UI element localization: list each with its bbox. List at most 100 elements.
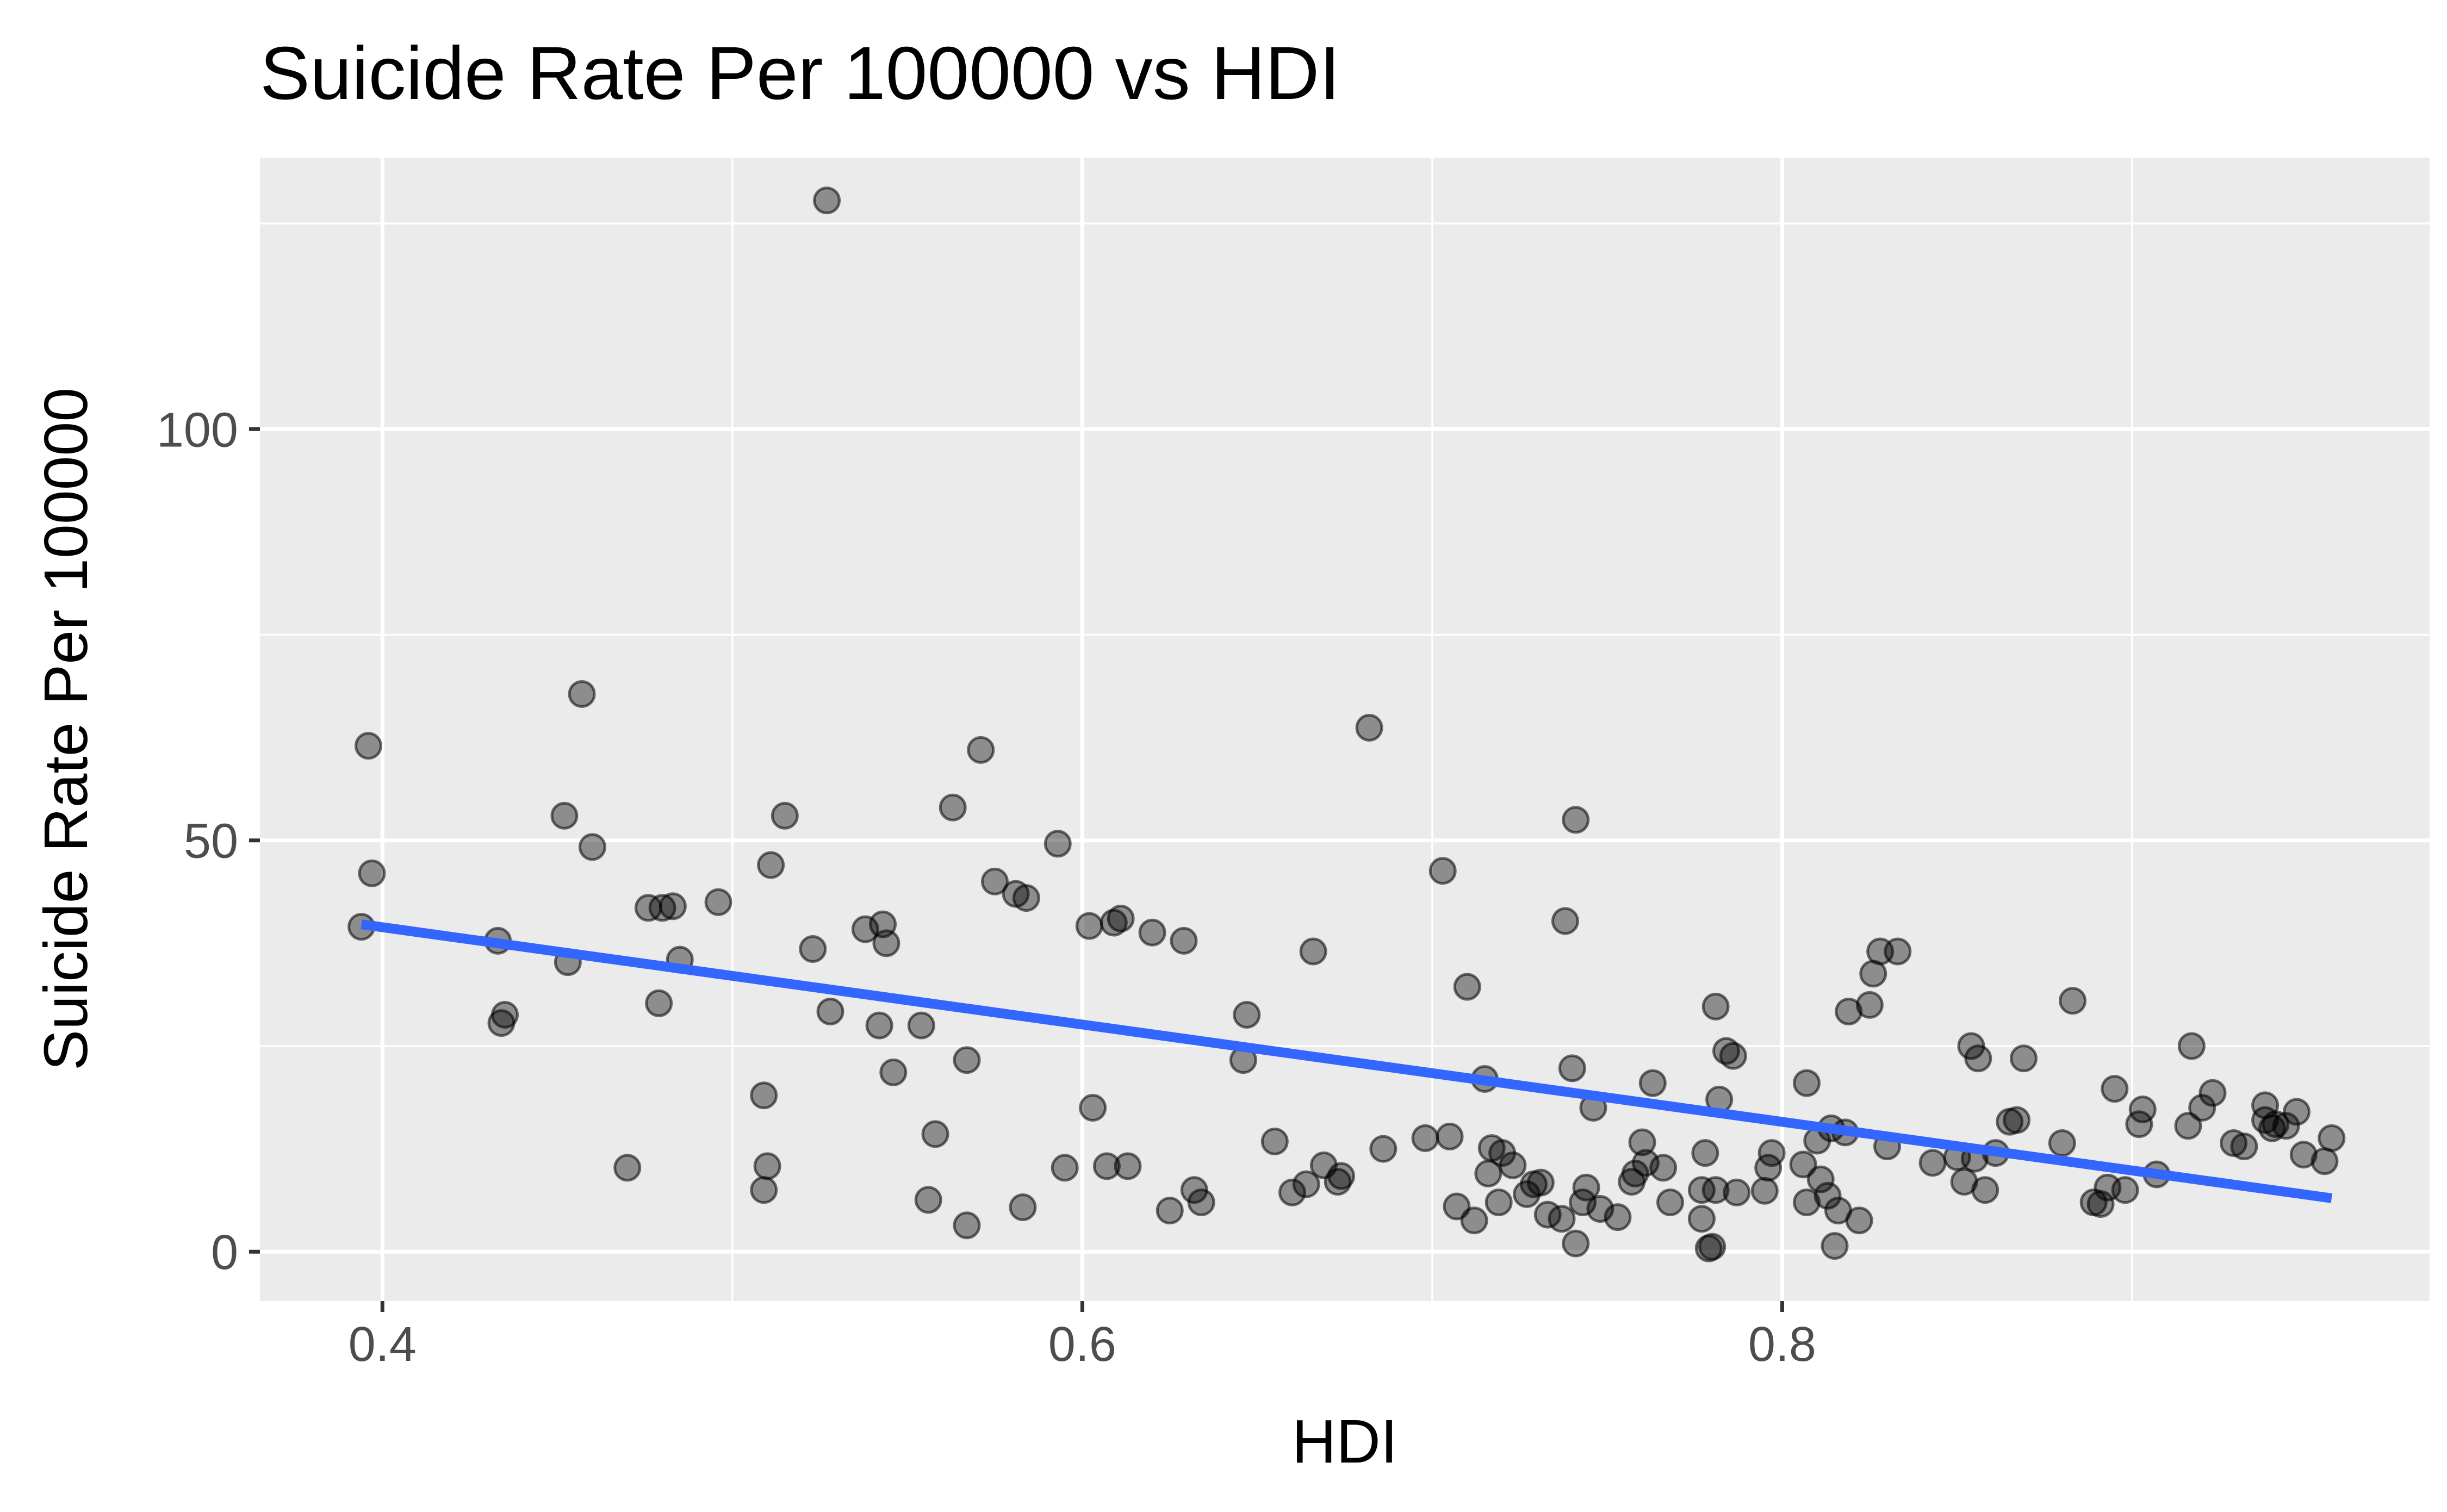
data-point: [2282, 1098, 2311, 1126]
data-point: [1562, 1229, 1590, 1258]
data-point: [1075, 912, 1103, 940]
data-point: [1355, 713, 1383, 742]
data-point: [1719, 1042, 1747, 1070]
data-point: [2111, 1176, 2139, 1204]
data-point: [1051, 1154, 1079, 1182]
data-point: [967, 736, 995, 764]
data-point: [1792, 1069, 1821, 1097]
data-point: [1436, 1122, 1464, 1150]
data-point: [2174, 1112, 2202, 1140]
data-point: [1792, 1188, 1821, 1216]
data-point: [2230, 1133, 2258, 1161]
data-point: [2009, 1044, 2038, 1073]
data-point: [659, 892, 687, 920]
data-point: [1604, 1203, 1632, 1231]
data-point: [1750, 1177, 1779, 1205]
data-point: [750, 1176, 778, 1204]
data-point: [1701, 992, 1730, 1021]
chart-title: Suicide Rate Per 100000 vs HDI: [260, 32, 1340, 115]
data-point: [1698, 1233, 1726, 1261]
data-point: [648, 894, 676, 922]
x-tick-label: 0.8: [1748, 1317, 1816, 1372]
data-point: [2289, 1141, 2318, 1169]
data-point: [2220, 1129, 2248, 1158]
data-point: [2262, 1110, 2290, 1138]
data-point: [1971, 1176, 1999, 1204]
x-tick-label: 0.4: [349, 1317, 417, 1372]
data-point: [550, 801, 579, 830]
data-point: [1628, 1128, 1656, 1156]
data-point: [753, 1152, 781, 1180]
data-point: [578, 833, 606, 861]
data-point: [1691, 1139, 1719, 1167]
data-point: [1918, 1149, 1947, 1177]
data-point: [953, 1046, 981, 1074]
data-point: [757, 851, 785, 879]
trend-line: [361, 919, 2333, 1203]
data-point: [1548, 1205, 1576, 1233]
data-point: [1551, 907, 1579, 935]
axes: 0.4 0.6 0.8 0 50 100: [157, 403, 1816, 1372]
data-point: [1835, 997, 1863, 1025]
data-point: [1813, 1181, 1842, 1210]
y-tick-label: 0: [211, 1225, 238, 1280]
data-point: [1572, 1173, 1600, 1202]
data-point: [2101, 1075, 2129, 1103]
data-point: [980, 867, 1009, 895]
data-point: [1621, 1159, 1649, 1187]
data-point: [1079, 1093, 1107, 1122]
data-point: [1114, 1152, 1142, 1180]
data-point: [1453, 973, 1481, 1001]
data-point: [2003, 1106, 2031, 1134]
data-point: [1327, 1162, 1356, 1190]
data-point: [2188, 1093, 2216, 1122]
data-point: [704, 888, 732, 916]
data-point: [2318, 1124, 2346, 1152]
data-point: [1138, 918, 1166, 947]
trend-line-group: [361, 919, 2333, 1203]
data-point: [358, 859, 386, 887]
data-point: [2177, 1032, 2206, 1060]
y-tick-label: 100: [157, 403, 238, 457]
data-point: [1723, 1178, 1751, 1206]
data-point: [1821, 1232, 1849, 1260]
data-point: [914, 1186, 942, 1214]
data-point: [816, 997, 844, 1025]
x-axis-label: HDI: [1292, 1407, 1398, 1476]
data-point: [1156, 1197, 1184, 1225]
data-point: [2128, 1095, 2157, 1123]
data-point: [813, 186, 841, 215]
data-point: [1656, 1188, 1684, 1216]
data-point: [750, 1081, 778, 1110]
data-point: [2059, 987, 2087, 1015]
data-point: [1260, 1127, 1289, 1155]
data-point: [879, 1058, 908, 1086]
grid-lines: [260, 158, 2430, 1301]
data-point: [2086, 1190, 2115, 1218]
data-point: [355, 732, 382, 760]
data-point: [2198, 1079, 2227, 1107]
data-point: [1757, 1139, 1786, 1167]
data-point: [939, 793, 967, 822]
data-point: [1845, 1206, 1873, 1235]
data-point: [1170, 926, 1198, 955]
data-point: [1485, 1188, 1513, 1216]
plot-panel: [260, 158, 2430, 1301]
data-point: [1044, 830, 1072, 858]
data-points: [347, 186, 2346, 1262]
data-point: [645, 989, 673, 1017]
data-point: [568, 680, 596, 708]
data-point: [1369, 1135, 1398, 1163]
data-point: [1292, 1170, 1320, 1198]
data-point: [2272, 1112, 2300, 1140]
data-point: [2311, 1147, 2339, 1175]
data-point: [1107, 904, 1135, 932]
data-point: [1299, 937, 1327, 966]
data-point: [2048, 1129, 2076, 1158]
data-point: [1187, 1188, 1215, 1216]
x-tick-label: 0.6: [1048, 1317, 1116, 1372]
data-point: [865, 1011, 893, 1040]
data-point: [907, 1011, 935, 1040]
data-point: [1806, 1165, 1835, 1193]
